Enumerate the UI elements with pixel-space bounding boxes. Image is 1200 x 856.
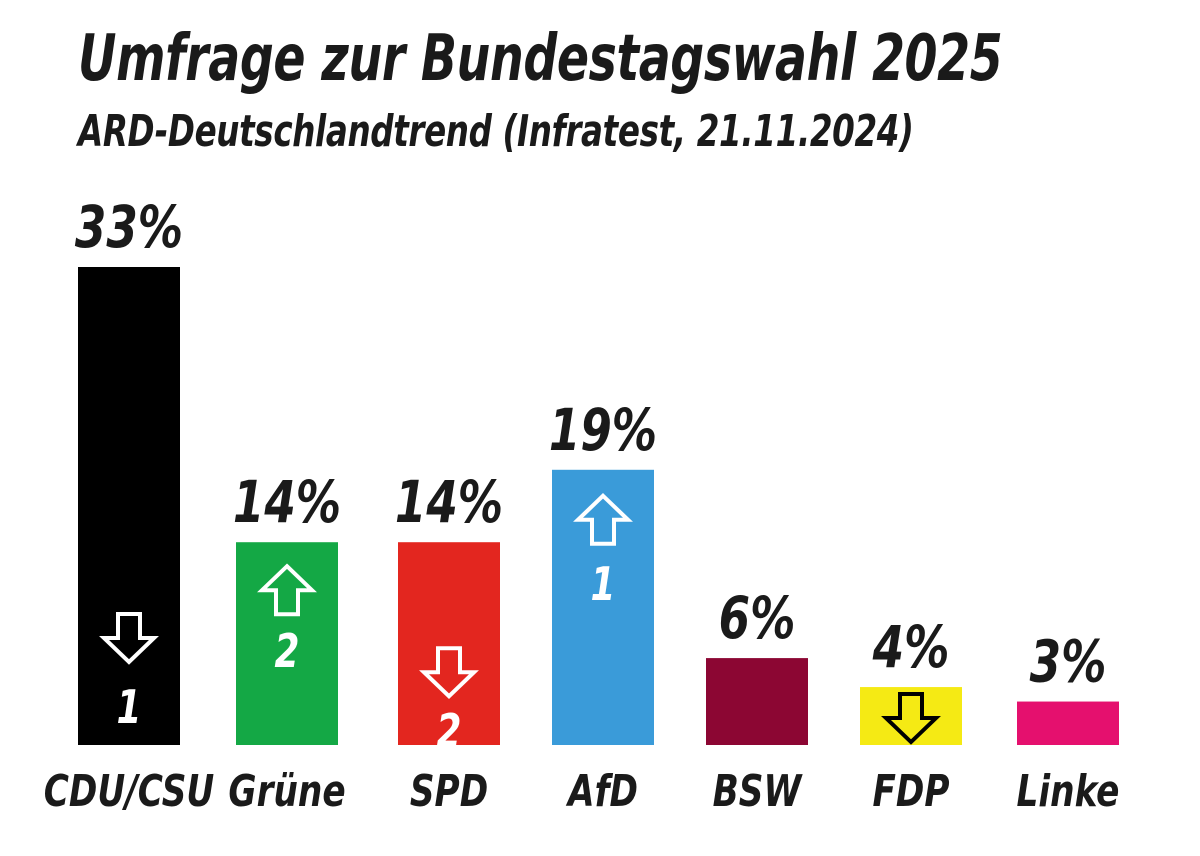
change-arrow-down-icon — [99, 612, 159, 665]
bar-linke — [1017, 701, 1119, 745]
value-label-gr-ne: 14% — [233, 470, 341, 537]
bar-afd — [552, 469, 654, 745]
change-arrow-up-icon — [573, 493, 633, 546]
category-label-gr-ne: Grüne — [228, 766, 345, 817]
chart-subtitle: ARD-Deutschlandtrend (Infratest, 21.11.2… — [78, 106, 914, 157]
bar-spd — [398, 542, 500, 745]
change-value-afd: 1 — [591, 557, 616, 611]
value-label-spd: 14% — [395, 470, 503, 537]
change-value-gr-ne: 2 — [275, 625, 300, 679]
change-value-cdu-csu: 1 — [117, 681, 142, 735]
bar-fdp — [860, 687, 962, 745]
change-value-spd: 2 — [437, 705, 462, 759]
category-label-fdp: FDP — [872, 766, 949, 817]
category-label-bsw: BSW — [713, 766, 804, 817]
value-label-cdu-csu: 33% — [75, 195, 183, 262]
category-label-afd: AfD — [565, 766, 638, 817]
value-label-linke: 3% — [1030, 629, 1107, 696]
value-label-bsw: 6% — [719, 586, 796, 653]
change-arrow-up-icon — [257, 563, 317, 617]
value-label-afd: 19% — [549, 397, 657, 464]
category-label-linke: Linke — [1017, 766, 1120, 817]
bar-cdu-csu — [78, 267, 180, 745]
value-label-fdp: 4% — [872, 615, 950, 682]
category-label-cdu-csu: CDU/CSU — [44, 766, 215, 817]
chart-title: Umfrage zur Bundestagswahl 2025 — [78, 22, 1003, 96]
bar-bsw — [706, 658, 808, 745]
category-label-spd: SPD — [410, 766, 488, 817]
change-arrow-down-icon — [419, 646, 479, 699]
bar-gr-ne — [236, 542, 338, 745]
change-arrow-down-icon — [881, 692, 941, 745]
